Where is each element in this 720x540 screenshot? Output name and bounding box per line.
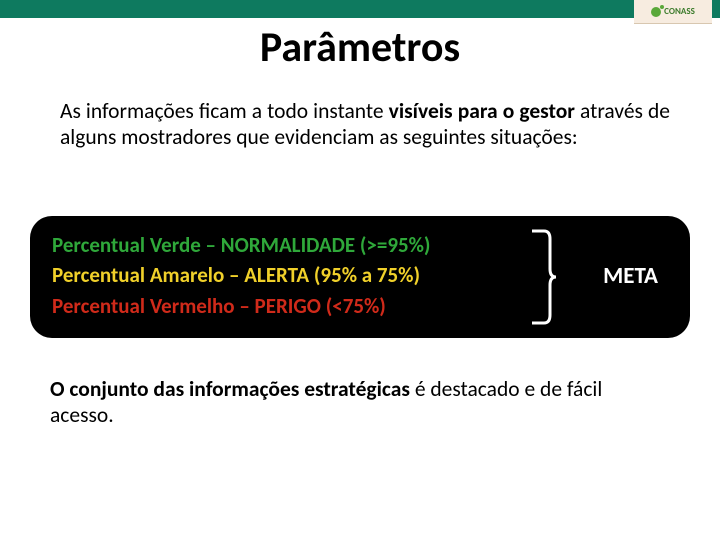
- intro-paragraph: As informações ficam a todo instante vis…: [60, 98, 670, 150]
- outro-paragraph: O conjunto das informações estratégicas …: [50, 376, 670, 428]
- logo-conass: CONASS: [634, 0, 712, 24]
- logo-text: CONASS: [664, 6, 695, 17]
- slide: CONASS Parâmetros As informações ficam a…: [0, 0, 720, 540]
- meta-label: META: [603, 262, 658, 290]
- page-title: Parâmetros: [0, 22, 720, 73]
- indicator-red: Percentual Vermelho – PERIGO (<75%): [52, 291, 668, 321]
- indicator-box: Percentual Verde – NORMALIDADE (>=95%) P…: [30, 216, 690, 338]
- indicator-green: Percentual Verde – NORMALIDADE (>=95%): [52, 230, 668, 260]
- intro-pre: As informações ficam a todo instante: [60, 98, 389, 124]
- outro-bold: O conjunto das informações estratégicas: [50, 376, 410, 402]
- intro-bold: visíveis para o gestor: [389, 98, 575, 124]
- top-bar: [0, 0, 720, 18]
- indicator-yellow: Percentual Amarelo – ALERTA (95% a 75%): [52, 260, 668, 290]
- logo-icon: [651, 7, 661, 17]
